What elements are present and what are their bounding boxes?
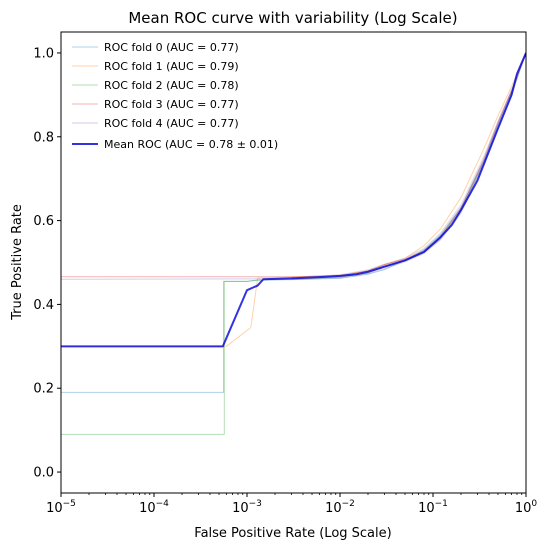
x-tick-base: 10	[232, 501, 249, 516]
x-tick-base: 10	[515, 501, 532, 516]
legend-label-1: ROC fold 1 (AUC = 0.79)	[104, 60, 239, 73]
x-tick-label: 10−4	[139, 499, 169, 516]
y-tick-label: 0.6	[33, 214, 54, 229]
x-tick-exponent: −3	[249, 499, 262, 509]
x-axis: 10−5 10−4 10−3 10−2 10−1 100	[46, 493, 537, 516]
x-tick-exponent: −5	[63, 499, 76, 509]
legend: ROC fold 0 (AUC = 0.77) ROC fold 1 (AUC =…	[72, 41, 278, 151]
legend-label-3: ROC fold 3 (AUC = 0.77)	[104, 98, 239, 111]
y-tick-label: 0.0	[33, 466, 54, 481]
x-tick-base: 10	[139, 501, 156, 516]
legend-label-5: Mean ROC (AUC = 0.78 ± 0.01)	[104, 138, 278, 151]
y-tick-label: 0.2	[33, 382, 54, 397]
legend-label-4: ROC fold 4 (AUC = 0.77)	[104, 117, 239, 130]
y-tick-label: 0.8	[33, 130, 54, 145]
y-tick-label: 0.4	[33, 298, 54, 313]
x-axis-label: False Positive Rate (Log Scale)	[194, 526, 391, 541]
plot-frame	[60, 31, 527, 494]
series-line-5	[61, 52, 526, 348]
x-tick-base: 10	[418, 501, 435, 516]
x-tick-exponent: −4	[156, 499, 170, 509]
chart-title: Mean ROC curve with variability (Log Sca…	[128, 9, 457, 27]
x-tick-base: 10	[325, 501, 342, 516]
series-line-1	[61, 52, 526, 347]
x-tick-label: 10−1	[418, 499, 448, 516]
y-axis: 0.0 0.2 0.4 0.6 0.8 1.0	[33, 46, 61, 481]
x-tick-label: 10−2	[325, 499, 355, 516]
x-tick-label: 100	[515, 499, 538, 516]
std-band	[291, 52, 526, 281]
y-axis-label: True Positive Rate	[10, 204, 25, 321]
y-tick-label: 1.0	[33, 46, 54, 61]
x-tick-base: 10	[46, 501, 63, 516]
x-tick-label: 10−3	[232, 499, 262, 516]
x-tick-exponent: −1	[435, 499, 448, 509]
x-tick-label: 10−5	[46, 499, 76, 516]
x-tick-exponent: 0	[531, 499, 537, 509]
legend-label-0: ROC fold 0 (AUC = 0.77)	[104, 41, 239, 54]
legend-label-2: ROC fold 2 (AUC = 0.78)	[104, 79, 239, 92]
x-tick-exponent: −2	[342, 499, 355, 509]
series-line-0	[61, 52, 526, 393]
